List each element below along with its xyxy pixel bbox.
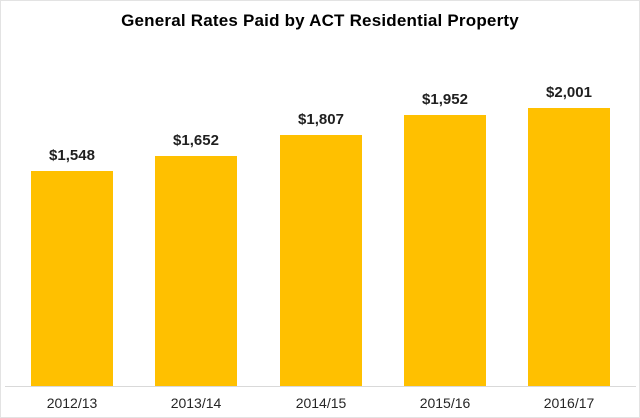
x-axis-tick-label: 2014/15 <box>295 395 347 411</box>
data-label: $1,652 <box>173 132 219 149</box>
x-axis-tick-label: 2015/16 <box>419 395 471 411</box>
x-axis-tick-label: 2013/14 <box>170 395 222 411</box>
data-label: $1,548 <box>49 147 95 164</box>
data-label: $1,807 <box>298 111 344 128</box>
data-label: $2,001 <box>546 84 592 101</box>
data-label: $1,952 <box>422 91 468 108</box>
x-axis-line <box>5 386 636 387</box>
bar <box>528 108 610 386</box>
bar <box>31 171 113 386</box>
chart-title: General Rates Paid by ACT Residential Pr… <box>121 11 519 30</box>
bar <box>155 156 237 386</box>
bar <box>280 135 362 386</box>
x-axis-tick-label: 2016/17 <box>543 395 595 411</box>
x-axis-tick-label: 2012/13 <box>46 395 98 411</box>
bar <box>404 115 486 386</box>
